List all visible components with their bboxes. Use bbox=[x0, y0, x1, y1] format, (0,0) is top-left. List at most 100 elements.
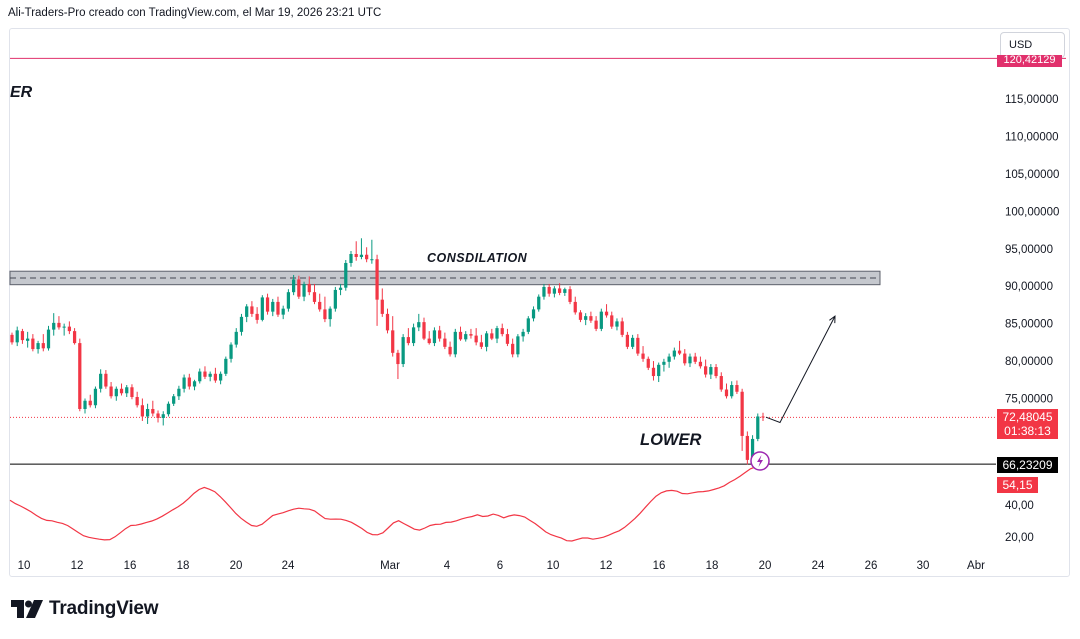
candle-body bbox=[52, 322, 56, 330]
candle bbox=[99, 369, 103, 393]
candle bbox=[531, 306, 536, 322]
candle bbox=[26, 331, 30, 348]
candle-body bbox=[563, 289, 567, 293]
candle bbox=[719, 372, 723, 392]
candle-body bbox=[761, 416, 765, 418]
candle-body bbox=[552, 288, 557, 294]
time-axis[interactable]: 10 12 16 18 20 24 Mar 4 6 10 12 16 18 20 24 26 30 Abr bbox=[18, 560, 986, 572]
candle-body bbox=[245, 306, 249, 317]
candle-body bbox=[156, 413, 160, 418]
candle-body bbox=[537, 296, 541, 310]
candle-body bbox=[172, 396, 176, 404]
candle bbox=[365, 247, 369, 263]
candle-body bbox=[542, 286, 546, 297]
candle-body bbox=[125, 387, 129, 394]
candle-body bbox=[333, 289, 337, 309]
candle-body bbox=[307, 283, 311, 293]
time-tick-label: 6 bbox=[497, 560, 503, 572]
horizontal-lines bbox=[10, 57, 1066, 465]
candle bbox=[557, 283, 562, 296]
rsi-tick-label: 20,00 bbox=[1005, 532, 1034, 544]
candle bbox=[265, 293, 270, 315]
candle bbox=[83, 398, 87, 414]
candle-body bbox=[490, 333, 494, 339]
candle-body bbox=[359, 254, 364, 257]
candle bbox=[443, 332, 447, 350]
candle bbox=[662, 358, 666, 372]
candle-body bbox=[328, 308, 332, 320]
candle bbox=[704, 359, 708, 378]
candle bbox=[224, 356, 228, 377]
candle bbox=[234, 328, 238, 348]
candle bbox=[312, 283, 317, 305]
candle bbox=[547, 283, 551, 297]
candle-body bbox=[20, 331, 25, 341]
candle bbox=[396, 349, 400, 380]
candle bbox=[177, 385, 181, 400]
candle-body bbox=[31, 338, 35, 350]
candle bbox=[338, 283, 343, 296]
candle bbox=[260, 295, 264, 322]
candle-body bbox=[281, 308, 285, 315]
price-axis[interactable]: 115,00000 110,00000 105,00000 100,00000 95,0… bbox=[1005, 94, 1059, 544]
candle bbox=[500, 323, 504, 337]
chart-frame bbox=[9, 28, 1070, 577]
candle bbox=[276, 296, 280, 317]
candle-body bbox=[396, 352, 400, 365]
candle bbox=[151, 400, 155, 417]
candle-body bbox=[740, 391, 744, 436]
candle bbox=[730, 381, 734, 399]
candle-body bbox=[511, 343, 515, 355]
candle bbox=[250, 301, 254, 317]
time-tick-label: 30 bbox=[917, 560, 930, 572]
candle-body bbox=[140, 405, 144, 417]
price-tick-label: 115,00000 bbox=[1005, 94, 1059, 106]
candle bbox=[526, 316, 530, 335]
candle-body bbox=[93, 388, 98, 406]
candle bbox=[651, 361, 656, 381]
candle-body bbox=[568, 289, 572, 302]
candle bbox=[114, 386, 118, 401]
candle bbox=[192, 379, 197, 391]
candle bbox=[281, 305, 285, 320]
candle bbox=[469, 328, 473, 339]
tradingview-logo[interactable]: TradingView bbox=[11, 597, 159, 621]
candle bbox=[333, 286, 337, 312]
candle-body bbox=[276, 301, 280, 315]
candle bbox=[245, 304, 249, 323]
candle bbox=[229, 342, 233, 363]
candle-body bbox=[641, 353, 645, 359]
candle bbox=[537, 294, 541, 312]
candle bbox=[344, 259, 348, 291]
candle-body bbox=[401, 337, 405, 365]
candle-body bbox=[662, 361, 666, 365]
candle bbox=[578, 310, 583, 323]
candle-body bbox=[88, 400, 92, 406]
candle bbox=[208, 371, 212, 382]
candle bbox=[740, 388, 744, 451]
tradingview-logo-icon bbox=[11, 600, 43, 618]
candle bbox=[156, 410, 160, 423]
candle bbox=[761, 412, 765, 421]
time-tick-label: 18 bbox=[706, 560, 719, 572]
candle bbox=[672, 347, 676, 360]
time-tick-label: 26 bbox=[865, 560, 878, 572]
candle bbox=[756, 413, 760, 442]
candle bbox=[411, 323, 416, 347]
candle-body bbox=[365, 254, 369, 260]
candle bbox=[182, 374, 186, 393]
candle-body bbox=[730, 385, 734, 397]
candle-body bbox=[57, 322, 61, 328]
candle bbox=[594, 316, 598, 332]
candle-body bbox=[208, 373, 212, 377]
candle-body bbox=[229, 344, 233, 359]
candle-body bbox=[657, 364, 661, 377]
candle-body bbox=[198, 371, 202, 382]
candle-body bbox=[531, 309, 536, 319]
time-tick-label: Mar bbox=[380, 560, 400, 572]
candle-body bbox=[41, 343, 45, 349]
candle-body bbox=[651, 367, 656, 377]
candlestick-series bbox=[10, 238, 765, 465]
candle-body bbox=[26, 338, 30, 341]
